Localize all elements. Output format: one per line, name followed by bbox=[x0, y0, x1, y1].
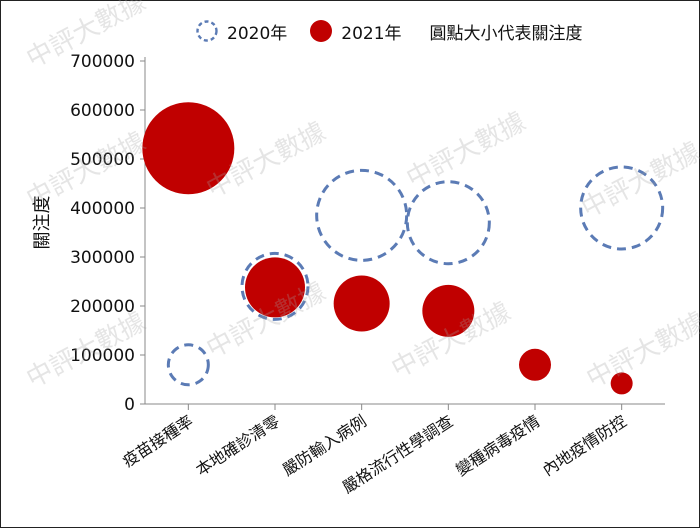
y-tick-label: 500000 bbox=[70, 150, 135, 170]
legend-note: 圓點大小代表關注度 bbox=[429, 23, 583, 44]
legend-item-2020: 2020年 bbox=[195, 19, 287, 44]
chart-legend: 2020年 2021年 圓點大小代表關注度 bbox=[195, 16, 583, 46]
bubble-2021-3 bbox=[422, 284, 475, 337]
y-tick-label: 200000 bbox=[70, 297, 135, 317]
y-axis-label: 關注度 bbox=[32, 196, 53, 250]
bubble-2021-1 bbox=[245, 257, 305, 318]
y-tick-label: 100000 bbox=[70, 346, 135, 366]
x-tick-label: 疫苗接種率 bbox=[119, 411, 196, 471]
bubble-2021-2 bbox=[333, 275, 390, 332]
bubble-2020-5 bbox=[579, 165, 665, 251]
y-tick-label: 700000 bbox=[70, 52, 135, 72]
bubble-2020-2 bbox=[315, 168, 409, 262]
bubble-2021-5 bbox=[610, 372, 633, 395]
legend-swatch-dashed-circle bbox=[196, 20, 218, 42]
y-tick-label: 600000 bbox=[70, 101, 135, 121]
y-tick-label: 0 bbox=[124, 395, 135, 415]
legend-item-2021: 2021年 bbox=[309, 19, 402, 44]
x-tick-label: 內地疫情防控 bbox=[539, 411, 630, 479]
legend-label-2020: 2020年 bbox=[227, 23, 288, 44]
y-tick-label: 300000 bbox=[70, 248, 135, 268]
x-tick-label: 變種病毒疫情 bbox=[452, 411, 543, 479]
legend-swatch-filled-circle bbox=[310, 20, 333, 42]
legend-label-2021: 2021年 bbox=[341, 23, 402, 44]
bubble-2021-0 bbox=[142, 102, 235, 195]
x-tick-label: 本地確診清零 bbox=[192, 411, 283, 479]
bubble-2020-0 bbox=[166, 343, 210, 387]
bubble-2020-1 bbox=[240, 251, 310, 321]
bubble-2021-4 bbox=[519, 348, 551, 381]
y-tick-label: 400000 bbox=[70, 199, 135, 219]
bubble-2020-3 bbox=[405, 180, 491, 266]
